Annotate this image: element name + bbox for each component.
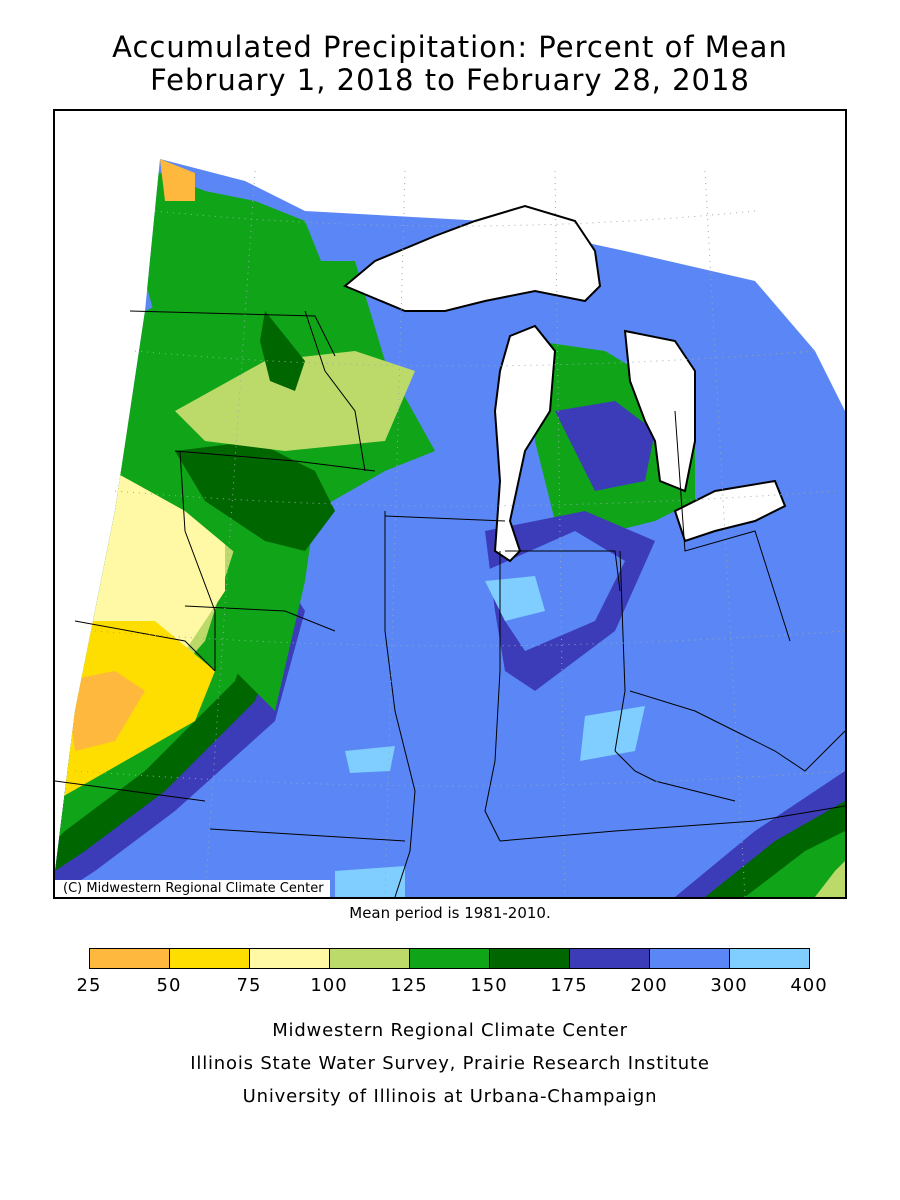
legend-tick-100: 100 — [310, 975, 348, 996]
legend-swatch-50-75 — [170, 949, 250, 968]
lake-superior — [343, 204, 602, 312]
legend-tick-50: 50 — [156, 975, 182, 996]
legend-swatch-125-150 — [410, 949, 490, 968]
credit-isws: Illinois State Water Survey, Prairie Res… — [190, 1053, 710, 1074]
credit-mrcc: Midwestern Regional Climate Center — [272, 1020, 628, 1041]
legend-tick-400: 400 — [790, 975, 828, 996]
legend-swatch-150-175 — [490, 949, 570, 968]
legend-tick-300: 300 — [710, 975, 748, 996]
graticule — [74, 170, 845, 897]
state-borders — [55, 310, 845, 897]
credit-uiuc: University of Illinois at Urbana-Champai… — [242, 1086, 658, 1107]
legend-swatch-25-50 — [90, 949, 170, 968]
map-date-range: February 1, 2018 to February 28, 2018 — [150, 63, 750, 97]
legend-swatch-75-100 — [250, 949, 330, 968]
legend-tick-125: 125 — [390, 975, 428, 996]
legend-tick-150: 150 — [470, 975, 508, 996]
map-canvas — [55, 159, 845, 897]
legend-tick-200: 200 — [630, 975, 668, 996]
color-legend — [89, 948, 810, 969]
precipitation-map: (C) Midwestern Regional Climate Center — [53, 109, 847, 899]
legend-tick-25: 25 — [76, 975, 102, 996]
legend-swatch-300-400 — [730, 949, 809, 968]
legend-swatch-175-200 — [570, 949, 650, 968]
lake-erie — [673, 479, 787, 543]
map-title: Accumulated Precipitation: Percent of Me… — [112, 30, 788, 64]
legend-swatch-200-300 — [650, 949, 730, 968]
mean-period-note: Mean period is 1981-2010. — [349, 904, 551, 922]
legend-tick-175: 175 — [550, 975, 588, 996]
legend-swatch-100-125 — [330, 949, 410, 968]
legend-tick-75: 75 — [236, 975, 262, 996]
map-copyright: (C) Midwestern Regional Climate Center — [55, 880, 330, 897]
